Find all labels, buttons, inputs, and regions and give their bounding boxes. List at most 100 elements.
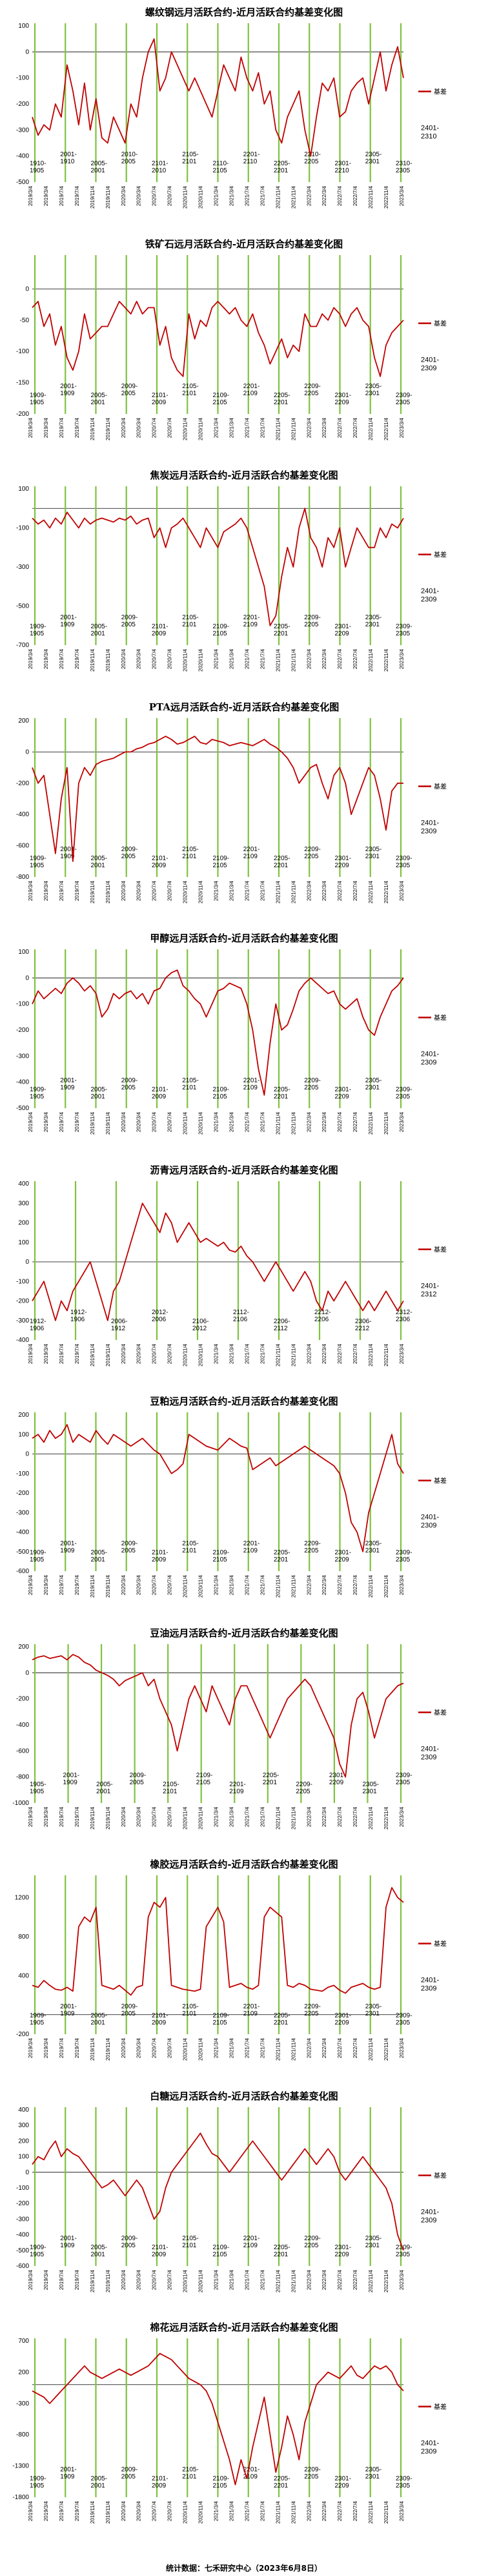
contract-label: 2201-: [243, 2466, 260, 2473]
x-tick-label: 2021/3/4: [214, 2037, 219, 2058]
x-tick-label: 2020/7/4: [167, 1343, 173, 1364]
contract-label: 2109-: [196, 1772, 213, 1779]
contract-label: 2305: [396, 1093, 411, 1100]
x-tick-label: 2020/7/4: [167, 185, 173, 206]
contract-label: 2005: [121, 1547, 136, 1554]
x-tick-label: 2019/7/4: [59, 2037, 65, 2058]
y-tick-label: -500: [16, 1549, 29, 1556]
x-tick-label: 2022/7/4: [337, 2269, 343, 2290]
contract-label: 2312-: [396, 1309, 412, 1316]
x-tick-label: 2019/3/4: [28, 1574, 34, 1595]
legend-contract-label: 2401-: [421, 1514, 439, 1521]
contract-label: 2105-: [182, 2466, 199, 2473]
x-tick-label: 2021/7/4: [244, 2269, 250, 2290]
x-tick-label: 2019/11/4: [105, 2500, 111, 2524]
contract-label: 2209-: [304, 2235, 321, 2242]
contract-label: 2109-: [213, 2475, 230, 2482]
legend-contract-label: 2401-: [421, 1051, 439, 1058]
x-tick-label: 2020/3/4: [136, 1111, 142, 1132]
contract-label: 2001-: [60, 846, 77, 853]
legend-contract-label: 2309: [421, 827, 436, 835]
x-tick-label: 2019/3/4: [28, 185, 34, 206]
contract-label: 2105: [213, 1556, 228, 1563]
contract-label: 1906: [70, 1316, 85, 1323]
contract-label: 2309-: [396, 1086, 412, 1093]
contract-label: 2101: [182, 158, 197, 165]
contract-label: 2205-: [263, 1772, 280, 1779]
x-tick-label: 2023/3/4: [399, 2269, 405, 2290]
contract-label: 2109-: [213, 2244, 230, 2251]
x-tick-label: 2021/3/4: [214, 1806, 219, 1827]
contract-label: 2109: [243, 2473, 258, 2480]
contract-label: 2305-: [365, 2003, 382, 2010]
legend-label: 基差: [434, 2171, 447, 2179]
y-tick-label: -200: [16, 779, 29, 787]
chart-panel: 棉花远月活跃合约-近月活跃合约基差变化图 700 200 -300 -800 -1300 -…: [0, 2315, 488, 2544]
legend-contract-label: 2312: [421, 1290, 436, 1298]
contract-label: 2012: [192, 1325, 207, 1332]
y-tick-label: -200: [16, 101, 29, 108]
contract-label: 2006-: [111, 1318, 128, 1325]
legend-contract-label: 2309: [421, 1522, 436, 1530]
x-tick-label: 2022/3/4: [306, 185, 312, 206]
y-tick-label: -400: [16, 1079, 29, 1086]
x-tick-label: 2019/3/4: [43, 417, 49, 438]
y-tick-label: -800: [16, 1773, 29, 1780]
x-tick-label: 2019/7/4: [74, 2037, 80, 2058]
x-tick-label: 2021/3/4: [229, 2500, 234, 2521]
contract-label: 2301-: [335, 1549, 352, 1556]
y-tick-label: -100: [16, 348, 29, 355]
contract-label: 2101: [182, 621, 197, 628]
legend-label: 基差: [434, 1245, 447, 1253]
contract-label: 2305-: [365, 1077, 382, 1084]
x-tick-label: 2019/7/4: [59, 648, 65, 669]
contract-label: 1905: [30, 2482, 45, 2489]
contract-label: 2209: [335, 2482, 350, 2489]
legend-contract-label: 2309: [421, 2216, 436, 2224]
contract-label: 2305: [396, 630, 411, 637]
x-tick-label: 2021/7/4: [259, 2500, 265, 2521]
contract-label: 2101: [182, 853, 197, 860]
contract-label: 2205-: [274, 2012, 290, 2019]
contract-label: 2305: [396, 167, 411, 174]
x-tick-label: 2021/7/4: [244, 2500, 250, 2521]
contract-label: 2209: [335, 1556, 350, 1563]
contract-label: 2105-: [182, 846, 199, 853]
x-tick-label: 2020/3/4: [121, 185, 127, 206]
contract-label: 2009-: [121, 2003, 138, 2010]
x-tick-label: 2022/7/4: [352, 1574, 358, 1595]
contract-label: 2105: [196, 1779, 211, 1786]
x-tick-label: 2020/3/4: [121, 1343, 127, 1364]
contract-label: 2109: [243, 621, 258, 628]
contract-label: 2305: [396, 1779, 411, 1786]
x-tick-label: 2021/11/4: [290, 880, 296, 903]
x-tick-label: 2022/3/4: [306, 417, 312, 438]
x-tick-label: 2021/7/4: [244, 1574, 250, 1595]
y-tick-label: -100: [16, 1278, 29, 1285]
contract-label: 2005: [121, 158, 136, 165]
contract-label: 2301-: [335, 1086, 352, 1093]
y-tick-label: 100: [18, 949, 29, 956]
contract-label: 2001: [91, 862, 106, 869]
y-tick-label: -100: [16, 1470, 29, 1478]
y-tick-label: -500: [16, 603, 29, 610]
legend-contract-label: 2401-: [421, 2208, 439, 2216]
x-tick-label: 2021/3/4: [214, 417, 219, 438]
x-tick-label: 2022/7/4: [352, 185, 358, 206]
contract-label: 2301-: [335, 2012, 352, 2019]
contract-label: 1909: [60, 2242, 75, 2249]
y-tick-label: -1800: [12, 2494, 29, 2501]
x-tick-label: 2023/3/4: [399, 1574, 405, 1595]
y-tick-label: -200: [16, 411, 29, 418]
x-tick-label: 2019/3/4: [43, 1574, 49, 1595]
x-tick-label: 2021/11/4: [275, 880, 281, 903]
basis-series-line: [32, 300, 404, 377]
x-tick-label: 2022/3/4: [321, 185, 327, 206]
x-tick-label: 2022/3/4: [321, 2037, 327, 2058]
contract-label: 2210-: [304, 151, 321, 158]
line-chart: 700 200 -300 -800 -1300 -1800 1909-1905 2001-19…: [12, 2338, 447, 2524]
x-tick-label: 2019/3/4: [43, 2500, 49, 2521]
x-tick-label: 2021/11/4: [290, 185, 296, 209]
x-tick-label: 2022/11/4: [383, 880, 389, 903]
legend-contract-label: 2309: [421, 364, 436, 372]
